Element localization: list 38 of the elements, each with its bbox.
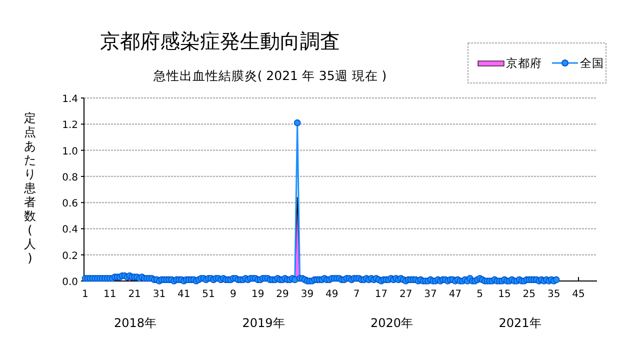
xtick: 29: [276, 289, 289, 300]
xtick: 45: [572, 289, 585, 300]
ytick: 1.0: [62, 146, 78, 158]
xtick: 49: [326, 289, 338, 300]
xtick: 39: [300, 289, 314, 300]
ytick: 0.4: [62, 224, 78, 236]
annotation: 2018年: [114, 316, 157, 330]
xtick: 27: [400, 289, 412, 300]
annotation: 2019年: [242, 316, 285, 330]
legend-label: 全国: [580, 56, 604, 70]
xtick: 7: [353, 289, 360, 300]
xtick: 5: [476, 289, 484, 300]
annotation: 2021年: [498, 316, 542, 330]
xtick: 21: [128, 289, 141, 300]
xtick: 15: [498, 289, 511, 300]
xtick: 1: [82, 289, 88, 300]
title: 京都府感染症発生動向調査: [100, 29, 340, 53]
ytick: 0.8: [62, 172, 78, 184]
xtick: 51: [202, 289, 215, 300]
subtitle: 急性出血性結膜炎( 2021 年 35週 現在 ): [153, 68, 387, 83]
xtick: 41: [178, 289, 190, 300]
xtick: 35: [547, 289, 560, 300]
xtick: 19: [252, 289, 264, 300]
legend-label: 京都府: [506, 56, 542, 70]
xtick: 9: [230, 289, 236, 300]
xtick: 37: [424, 289, 437, 300]
annotation: 2020年: [370, 316, 414, 330]
xtick: 25: [522, 289, 536, 300]
ytick: 0.6: [62, 198, 78, 210]
xtick: 11: [104, 289, 116, 300]
ytick: 1.2: [62, 120, 78, 132]
xtick: 17: [374, 289, 388, 300]
ytick: 0.2: [62, 250, 78, 262]
xtick: 31: [152, 289, 166, 300]
ytick: 0.0: [62, 277, 78, 288]
ylabel: 定点あたり患者数(人): [24, 111, 36, 265]
ytick: 1.4: [62, 94, 78, 105]
xtick: 47: [448, 289, 462, 300]
